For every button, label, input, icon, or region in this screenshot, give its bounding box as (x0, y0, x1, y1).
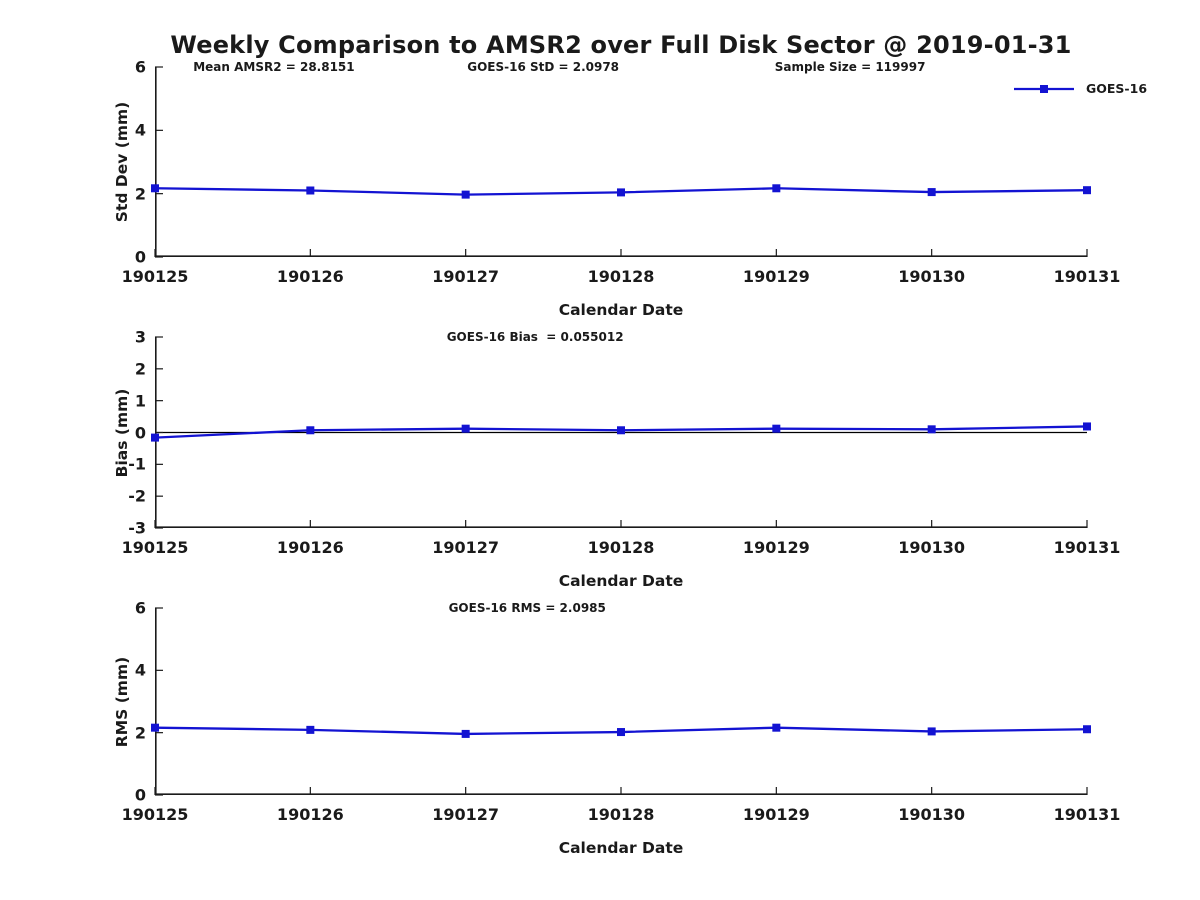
y-tick-label: 0 (134, 247, 146, 267)
x-tick-label: 190130 (898, 538, 966, 557)
y-tick-label: -3 (128, 518, 146, 538)
legend-square-marker-icon (1040, 84, 1048, 93)
x-tick-label: 190125 (121, 267, 189, 286)
x-tick-label: 190129 (742, 805, 810, 824)
x-axis-label: Calendar Date (558, 301, 684, 319)
y-tick-label: 4 (134, 120, 146, 140)
annotation: Sample Size = 119997 (774, 60, 926, 74)
data-point-marker (461, 729, 470, 738)
subplot-std-dev: Std Dev (mm) Calendar Date 190125 190126 1… (0, 58, 1200, 320)
y-tick-label: 6 (134, 598, 146, 618)
y-axis-label: Std Dev (mm) (113, 101, 131, 223)
data-point-marker (461, 424, 470, 433)
x-axis-label: Calendar Date (558, 839, 684, 857)
x-tick-label: 190131 (1053, 538, 1121, 557)
data-point-marker (151, 184, 159, 193)
y-tick-label: 6 (134, 57, 146, 77)
data-point-marker (151, 433, 159, 442)
data-point-marker (1083, 422, 1091, 431)
x-tick-label: 190126 (276, 805, 344, 824)
y-tick-label: 1 (134, 391, 146, 411)
x-tick-label: 190130 (898, 267, 966, 286)
y-tick-label: -1 (128, 454, 146, 474)
x-tick-label: 190127 (432, 267, 500, 286)
x-tick-label: 190129 (742, 267, 810, 286)
data-point-marker (306, 725, 315, 734)
data-point-marker (617, 426, 625, 435)
bias-chart (151, 336, 1091, 529)
x-tick-label: 190129 (742, 538, 810, 557)
std-dev-chart (151, 66, 1091, 258)
legend-line-sample (1014, 84, 1074, 93)
x-tick-label: 190127 (432, 805, 500, 824)
data-point-marker (772, 424, 781, 433)
x-tick-label: 190128 (587, 538, 655, 557)
x-tick-label: 190125 (121, 805, 189, 824)
plot-area-rms: RMS (mm) Calendar Date 190125 190126 19012… (113, 599, 1120, 858)
y-tick-label: 2 (134, 723, 146, 743)
x-tick-label: 190127 (432, 538, 500, 557)
data-point-marker (1083, 186, 1091, 195)
subplot-bias: Bias (mm) Calendar Date 190125 190126 1901… (0, 328, 1200, 591)
x-tick-label: 190128 (587, 805, 655, 824)
data-point-marker (617, 728, 625, 737)
y-tick-label: 2 (134, 184, 146, 204)
y-tick-label: 3 (134, 327, 146, 347)
x-tick-label: 190125 (121, 538, 189, 557)
subplot-rms: RMS (mm) Calendar Date 190125 190126 19012… (0, 599, 1200, 858)
data-point-marker (772, 723, 781, 732)
y-tick-label: -2 (128, 486, 146, 506)
x-axis-label: Calendar Date (558, 572, 684, 590)
figure-title: Weekly Comparison to AMSR2 over Full Dis… (170, 31, 1072, 59)
data-point-marker (772, 184, 781, 193)
rms-chart (151, 607, 1091, 796)
y-tick-label: 0 (134, 785, 146, 805)
data-point-marker (306, 186, 315, 195)
x-tick-label: 190131 (1053, 267, 1121, 286)
x-tick-label: 190126 (276, 538, 344, 557)
y-tick-label: 0 (134, 423, 146, 442)
data-point-marker (306, 426, 315, 435)
data-point-marker (1083, 725, 1091, 734)
y-tick-label: 4 (134, 660, 146, 680)
y-axis-label: RMS (mm) (113, 656, 131, 747)
annotation: GOES-16 StD = 2.0978 (467, 60, 620, 74)
x-tick-label: 190130 (898, 805, 966, 824)
data-point-marker (461, 190, 470, 199)
y-tick-label: 2 (134, 359, 146, 379)
data-point-marker (927, 188, 936, 197)
data-point-marker (151, 723, 159, 732)
plot-area-bias: Bias (mm) Calendar Date 190125 190126 1901… (113, 328, 1120, 591)
x-tick-label: 190126 (276, 267, 344, 286)
x-tick-label: 190131 (1053, 805, 1121, 824)
legend: GOES-16 (1013, 81, 1147, 96)
annotation: GOES-16 RMS = 2.0985 (448, 601, 606, 615)
legend-label: GOES-16 (1086, 81, 1148, 96)
annotation: Mean AMSR2 = 28.8151 (193, 60, 355, 74)
x-tick-label: 190128 (587, 267, 655, 286)
data-point-marker (617, 188, 625, 197)
data-point-marker (927, 727, 936, 736)
annotation: GOES-16 Bias = 0.055012 (446, 330, 624, 344)
plot-area-std-dev: Std Dev (mm) Calendar Date 190125 190126 1… (113, 58, 1120, 320)
data-point-marker (927, 425, 936, 434)
